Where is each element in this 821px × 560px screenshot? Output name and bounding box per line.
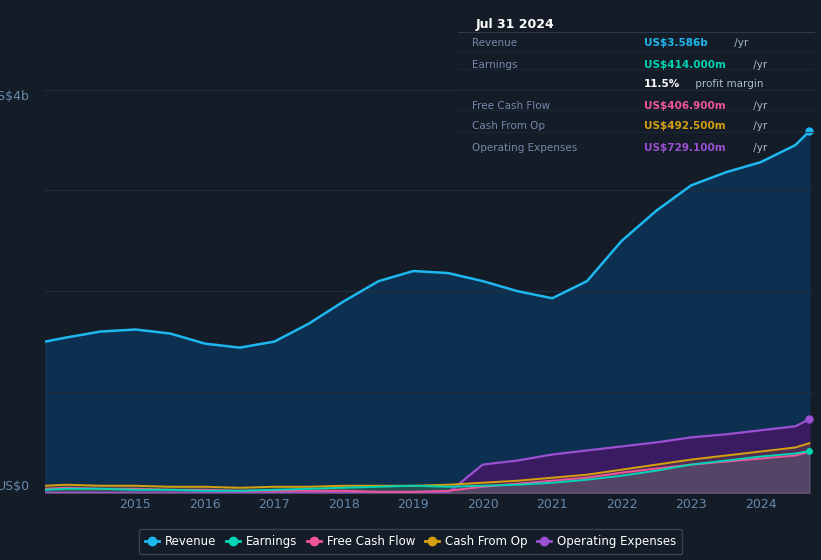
Text: profit margin: profit margin xyxy=(692,79,764,89)
Text: /yr: /yr xyxy=(731,38,748,48)
Text: /yr: /yr xyxy=(750,121,767,131)
Text: /yr: /yr xyxy=(750,60,767,70)
Text: Earnings: Earnings xyxy=(472,60,518,70)
Text: US$492.500m: US$492.500m xyxy=(644,121,726,131)
Text: Cash From Op: Cash From Op xyxy=(472,121,545,131)
Text: /yr: /yr xyxy=(750,101,767,111)
Text: US$729.100m: US$729.100m xyxy=(644,143,726,153)
Legend: Revenue, Earnings, Free Cash Flow, Cash From Op, Operating Expenses: Revenue, Earnings, Free Cash Flow, Cash … xyxy=(139,529,682,554)
Text: Revenue: Revenue xyxy=(472,38,517,48)
Text: US$0: US$0 xyxy=(0,480,30,493)
Text: US$4b: US$4b xyxy=(0,90,30,102)
Text: US$414.000m: US$414.000m xyxy=(644,60,726,70)
Text: US$3.586b: US$3.586b xyxy=(644,38,708,48)
Text: Jul 31 2024: Jul 31 2024 xyxy=(476,18,555,31)
Text: US$406.900m: US$406.900m xyxy=(644,101,726,111)
Text: Free Cash Flow: Free Cash Flow xyxy=(472,101,551,111)
Text: 11.5%: 11.5% xyxy=(644,79,680,89)
Text: Operating Expenses: Operating Expenses xyxy=(472,143,578,153)
Text: /yr: /yr xyxy=(750,143,767,153)
